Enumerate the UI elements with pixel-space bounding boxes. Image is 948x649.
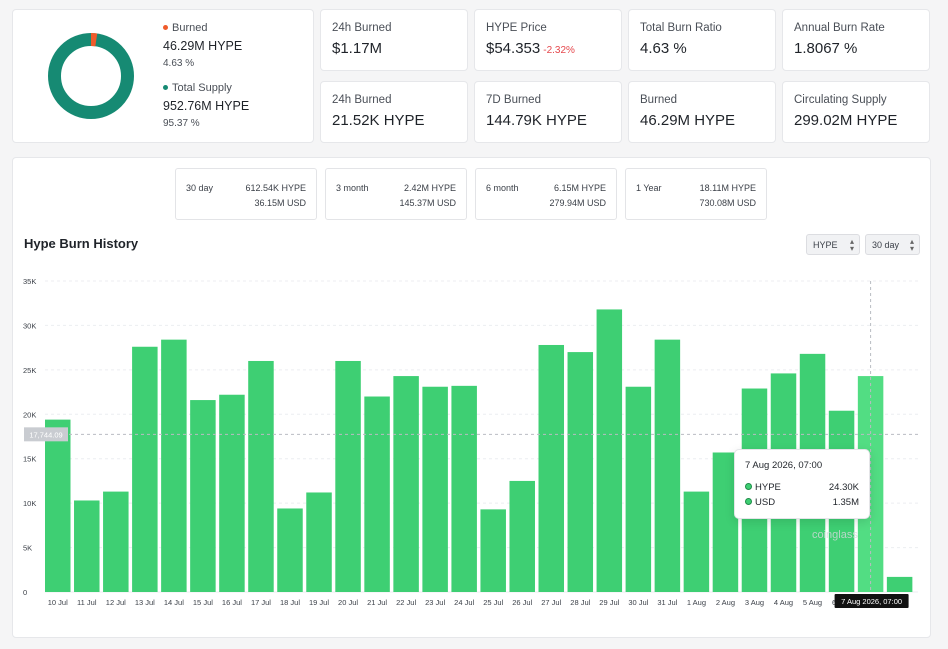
stat-label: HYPE Price	[486, 22, 547, 34]
range-select[interactable]: 30 day ▴ ▾	[865, 234, 920, 255]
stat-value: 144.79K HYPE	[486, 112, 587, 129]
stat-value-text: 1.8067 %	[794, 40, 858, 57]
stat-hype-price: HYPE Price $54.353 -2.32%	[474, 9, 622, 71]
period-1-year[interactable]: 1 Year 18.11M HYPE 730.08M USD	[625, 168, 767, 220]
period-hype: 2.42M HYPE	[403, 183, 456, 193]
tooltip-row-value: 24.30K	[828, 482, 859, 493]
legend-supply-value: 952.76M HYPE	[163, 99, 250, 113]
legend-burned-label: Burned	[172, 22, 208, 34]
stat-7d-burned: 7D Burned 144.79K HYPE	[474, 81, 622, 143]
chart-tooltip: 7 Aug 2026, 07:00 HYPE 24.30K USD 1.35M	[734, 449, 870, 519]
stat-value: 21.52K HYPE	[332, 112, 425, 129]
tooltip-row-value: 1.35M	[832, 497, 859, 508]
period-hype: 18.11M HYPE	[699, 183, 756, 193]
period-usd: 36.15M USD	[254, 198, 306, 208]
stat-label: Burned	[640, 94, 678, 106]
period-name: 1 Year	[636, 183, 662, 193]
period-usd: 730.08M USD	[699, 198, 756, 208]
legend-supply-label: Total Supply	[172, 82, 232, 94]
period-usd: 279.94M USD	[549, 198, 606, 208]
tooltip-row-label: HYPE	[755, 482, 781, 493]
stat-value: 46.29M HYPE	[640, 112, 735, 129]
period-30-day[interactable]: 30 day 612.54K HYPE 36.15M USD	[175, 168, 317, 220]
range-select-value: 30 day	[872, 240, 900, 250]
tooltip-row-usd: USD 1.35M	[745, 497, 859, 508]
stat-value: $54.353 -2.32%	[486, 40, 575, 57]
period-6-month[interactable]: 6 month 6.15M HYPE 279.94M USD	[475, 168, 617, 220]
series-dot-icon	[745, 497, 752, 505]
series-dot-icon	[745, 482, 752, 490]
period-name: 30 day	[186, 183, 214, 193]
stat-value-text: 21.52K HYPE	[332, 112, 425, 129]
stat-label: Total Burn Ratio	[640, 22, 722, 34]
period-usd: 145.37M USD	[399, 198, 456, 208]
select-arrows-icon: ▴ ▾	[849, 237, 854, 253]
legend-supply-pct: 95.37 %	[163, 118, 200, 129]
period-hype: 612.54K HYPE	[245, 183, 306, 193]
select-arrows-icon: ▴ ▾	[909, 237, 914, 253]
burn-donut-chart	[48, 33, 134, 119]
unit-select-value: HYPE	[813, 240, 838, 250]
stat-value-text: 144.79K HYPE	[486, 112, 587, 129]
stat-label: Annual Burn Rate	[794, 22, 885, 34]
burned-dot-icon	[163, 24, 168, 30]
supply-dot-icon	[163, 84, 168, 90]
stat-label: Circulating Supply	[794, 94, 887, 106]
stat-value-text: $1.17M	[332, 40, 383, 57]
tooltip-title: 7 Aug 2026, 07:00	[745, 460, 823, 471]
stat-value: $1.17M	[332, 40, 382, 57]
tooltip-row-label: USD	[755, 497, 776, 508]
stat-burned: Burned 46.29M HYPE	[628, 81, 776, 143]
stat-circulating-supply: Circulating Supply 299.02M HYPE	[782, 81, 930, 143]
stat-24h-burned-hype: 24h Burned 21.52K HYPE	[320, 81, 468, 143]
stat-value: 299.02M HYPE	[794, 112, 897, 129]
legend-burned: Burned 46.29M HYPE 4.63 %	[163, 22, 242, 69]
stat-label: 7D Burned	[486, 94, 541, 106]
stat-value-text: 299.02M HYPE	[794, 112, 898, 129]
donut-burned-arc	[48, 33, 134, 119]
price-change-badge: -2.32%	[543, 45, 575, 56]
burn-history-card: 30 day 612.54K HYPE 36.15M USD 3 month 2…	[12, 157, 931, 638]
legend-supply: Total Supply 952.76M HYPE 95.37 %	[163, 82, 249, 129]
stat-value: 4.63 %	[640, 40, 687, 57]
unit-select[interactable]: HYPE ▴ ▾	[806, 234, 860, 255]
stat-value: 1.8067 %	[794, 40, 857, 57]
legend-burned-value: 46.29M HYPE	[163, 39, 243, 53]
period-hype: 6.15M HYPE	[553, 183, 606, 193]
donut-supply-ring	[48, 33, 134, 119]
stat-value-text: $54.353	[486, 40, 541, 57]
stat-24h-burned-usd: 24h Burned $1.17M	[320, 9, 468, 71]
legend-burned-pct: 4.63 %	[163, 58, 195, 69]
period-name: 6 month	[486, 183, 519, 193]
stat-label: 24h Burned	[332, 94, 392, 106]
stat-annual-burn-rate: Annual Burn Rate 1.8067 %	[782, 9, 930, 71]
stat-value-text: 46.29M HYPE	[640, 112, 736, 129]
period-3-month[interactable]: 3 month 2.42M HYPE 145.37M USD	[325, 168, 467, 220]
burn-summary-card: Burned 46.29M HYPE 4.63 % Total Supply 9…	[12, 9, 314, 143]
period-name: 3 month	[336, 183, 369, 193]
stat-total-burn-ratio: Total Burn Ratio 4.63 %	[628, 9, 776, 71]
stat-value-text: 4.63 %	[640, 40, 687, 57]
chart-title: Hype Burn History	[24, 236, 139, 251]
stat-label: 24h Burned	[332, 22, 392, 34]
tooltip-row-hype: HYPE 24.30K	[745, 482, 859, 493]
